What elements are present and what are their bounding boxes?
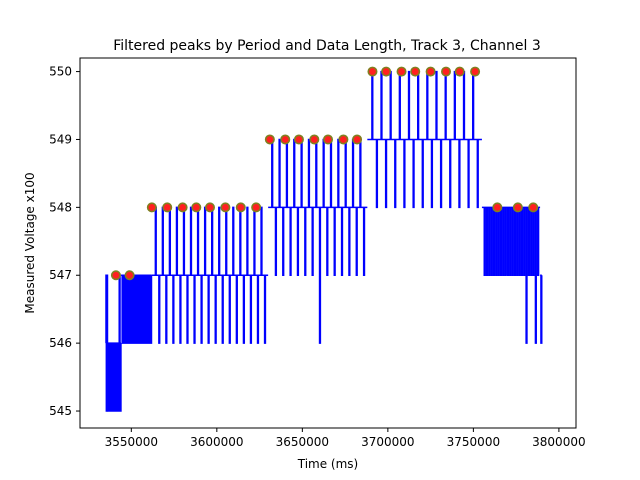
signal-segment-2 <box>121 274 153 344</box>
peak-marker <box>381 66 392 77</box>
x-tick-label: 3750000 <box>447 435 500 449</box>
peak-marker <box>191 202 202 213</box>
peak-marker <box>309 134 320 145</box>
peak-marker <box>293 134 304 145</box>
peak-marker <box>162 202 173 213</box>
signal-segment-3 <box>151 206 269 344</box>
x-tick-label: 3700000 <box>361 435 414 449</box>
signal-segment-7 <box>540 274 543 344</box>
y-tick-label: 550 <box>49 65 72 79</box>
y-axis: 545 546 547 548 549 550 <box>49 65 80 418</box>
peak-marker <box>470 66 481 77</box>
signal-segment-1 <box>107 274 122 412</box>
peak-marker <box>322 134 333 145</box>
peak-marker <box>220 202 231 213</box>
peak-marker <box>367 66 378 77</box>
peak-marker <box>454 66 465 77</box>
x-tick-label: 3650000 <box>276 435 329 449</box>
peak-marker <box>410 66 421 77</box>
peak-marker <box>124 270 135 281</box>
signal-segment-4 <box>268 138 368 344</box>
peak-marker <box>177 202 188 213</box>
y-tick-label: 546 <box>49 336 72 350</box>
peak-marker <box>235 202 246 213</box>
peak-marker <box>338 134 349 145</box>
y-tick-label: 549 <box>49 132 72 146</box>
x-axis-label: Time (ms) <box>297 457 359 471</box>
plot-data-layer <box>105 70 543 412</box>
peak-markers <box>110 66 539 281</box>
peak-marker <box>425 66 436 77</box>
peak-marker <box>110 270 121 281</box>
peak-marker <box>528 202 539 213</box>
peak-marker <box>280 134 291 145</box>
peak-marker <box>264 134 275 145</box>
y-axis-label: Measured Voltage x100 <box>23 172 37 313</box>
x-tick-label: 3600000 <box>190 435 243 449</box>
y-tick-label: 547 <box>49 268 72 282</box>
peak-marker <box>441 66 452 77</box>
peak-marker <box>396 66 407 77</box>
chart-title: Filtered peaks by Period and Data Length… <box>113 38 541 54</box>
peak-marker <box>512 202 523 213</box>
signal-segment-0 <box>105 274 109 412</box>
signal-segment-5 <box>367 70 482 209</box>
x-tick-label: 3800000 <box>532 435 585 449</box>
peak-marker <box>251 202 262 213</box>
y-tick-label: 545 <box>49 404 72 418</box>
plot-frame <box>79 57 577 429</box>
peak-marker <box>204 202 215 213</box>
x-tick-label: 3550000 <box>105 435 158 449</box>
y-tick-label: 548 <box>49 200 72 214</box>
peak-marker <box>492 202 503 213</box>
peak-marker <box>146 202 157 213</box>
x-axis: 3550000 3600000 3650000 3700000 3750000 38000… <box>105 428 586 449</box>
peak-marker <box>352 134 363 145</box>
